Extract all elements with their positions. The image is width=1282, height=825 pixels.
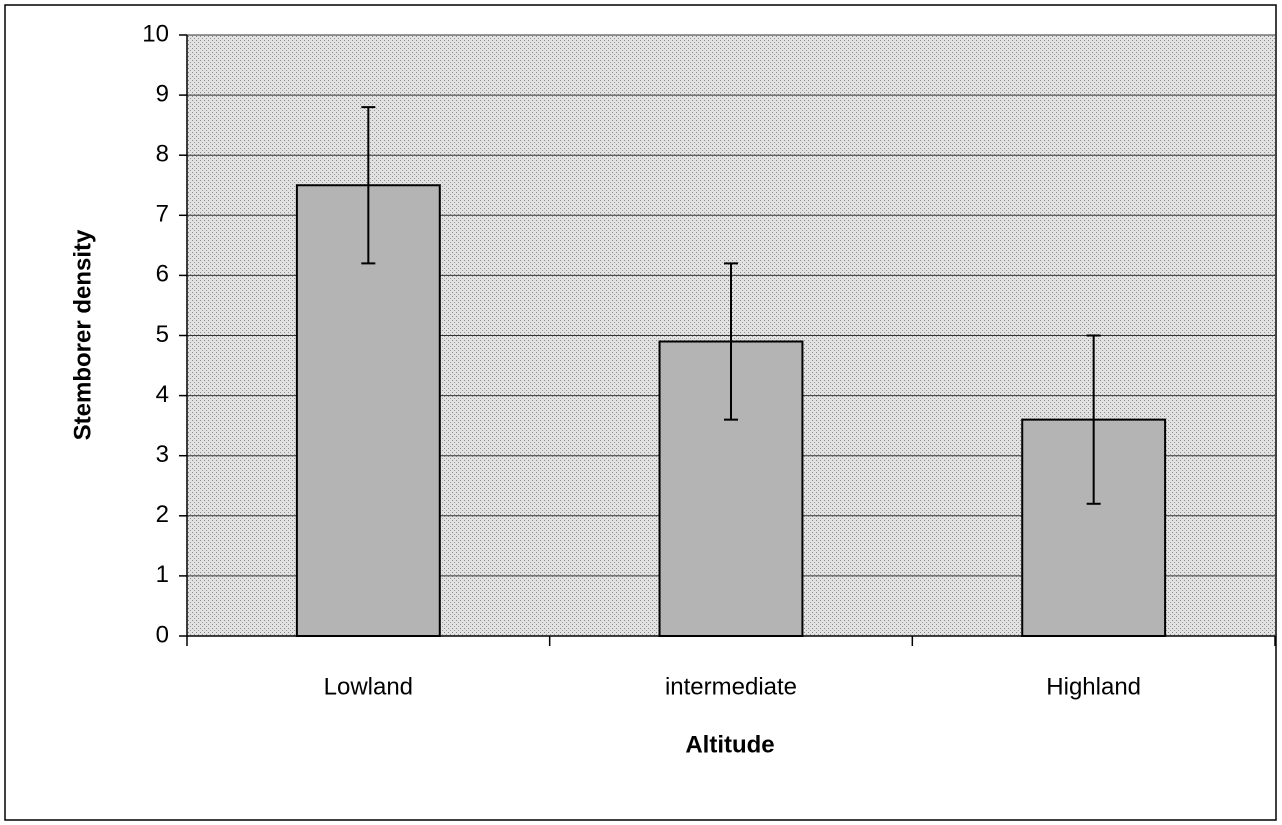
x-tick-label: Highland xyxy=(1046,673,1141,700)
y-axis-title: Stemborer density xyxy=(69,229,96,440)
y-tick-label: 9 xyxy=(156,80,169,107)
y-tick-label: 0 xyxy=(156,621,169,648)
y-tick-label: 8 xyxy=(156,141,169,168)
y-tick-label: 6 xyxy=(156,261,169,288)
y-tick-label: 5 xyxy=(156,321,169,348)
y-tick-label: 3 xyxy=(156,441,169,468)
y-tick-label: 1 xyxy=(156,561,169,588)
x-axis-title: Altitude xyxy=(685,731,774,758)
y-tick-label: 10 xyxy=(142,20,169,47)
x-tick-label: intermediate xyxy=(665,673,797,700)
y-tick-label: 4 xyxy=(156,381,169,408)
x-tick-label: Lowland xyxy=(324,673,413,700)
y-tick-label: 7 xyxy=(156,201,169,228)
y-tick-label: 2 xyxy=(156,501,169,528)
